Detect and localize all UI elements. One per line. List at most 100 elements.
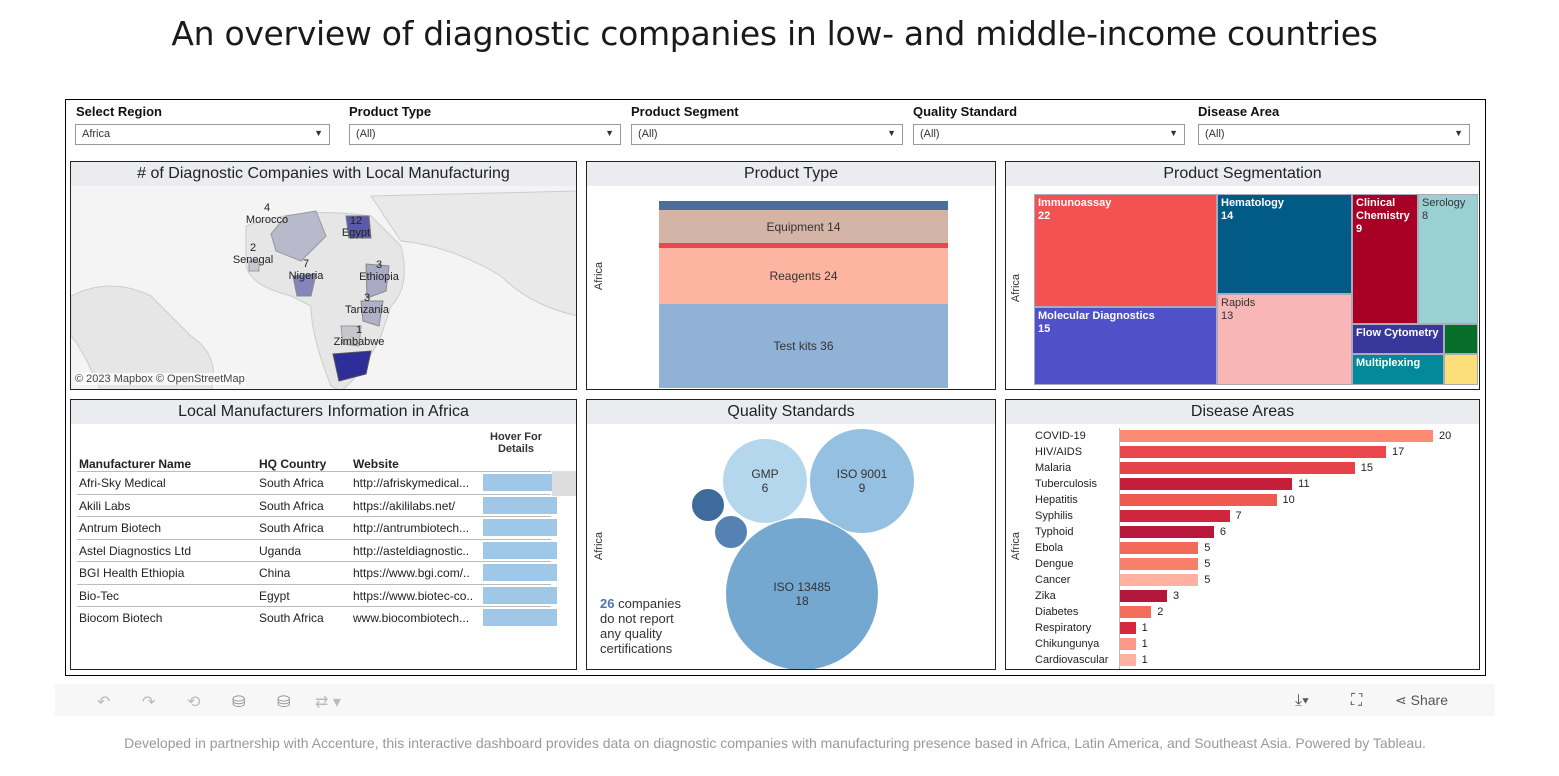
treemap-cell[interactable]: Multiplexing <box>1352 354 1444 385</box>
treemap-cell[interactable]: Serology 8 <box>1418 194 1478 324</box>
product-type-stacked-bar[interactable]: Equipment 14 Reagents 24 Test kits 36 <box>659 201 948 389</box>
cell-website[interactable]: https://www.bgi.com/.. <box>353 566 470 580</box>
disease-bar[interactable] <box>1120 462 1355 474</box>
treemap-cell[interactable]: Immunoassay 22 <box>1034 194 1217 307</box>
hover-details-bar[interactable] <box>483 519 557 536</box>
cell-website[interactable]: http://afriskymedical... <box>353 476 470 490</box>
bubble[interactable]: GMP 6 <box>722 438 808 524</box>
quality-bubble-chart[interactable]: GMP 6 ISO 9001 9 ISO 13485 18 <box>587 400 995 669</box>
refresh-data-icon[interactable]: ⛁ <box>232 694 246 711</box>
table-row[interactable]: Antrum Biotech South Africa http://antrumb… <box>77 516 557 539</box>
disease-label[interactable]: COVID-19 <box>1035 430 1086 442</box>
disease-bar[interactable] <box>1120 654 1136 666</box>
col-header-country[interactable]: HQ Country <box>259 457 327 471</box>
bubble[interactable] <box>691 488 725 522</box>
treemap-cell[interactable]: Clinical Chemistry 9 <box>1352 194 1418 324</box>
hover-details-bar[interactable] <box>483 564 557 581</box>
africa-map[interactable] <box>71 186 577 390</box>
map-panel: # of Diagnostic Companies with Local Man… <box>70 161 577 390</box>
table-row[interactable]: Bio-Tec Egypt https://www.biotec-co.. <box>77 583 557 607</box>
disease-bar[interactable] <box>1120 622 1136 634</box>
share-button[interactable]: ⋖ Share <box>1395 692 1448 708</box>
table-row[interactable]: Afri-Sky Medical South Africa http://afris… <box>77 471 557 494</box>
hover-details-bar[interactable] <box>483 541 557 559</box>
bubble[interactable] <box>714 515 748 549</box>
redo-icon[interactable]: ↷ <box>142 694 156 711</box>
disease-bar[interactable] <box>1120 590 1167 602</box>
disease-label[interactable]: Syphilis <box>1035 510 1073 522</box>
disease-bar[interactable] <box>1120 526 1214 538</box>
disease-bar[interactable] <box>1120 478 1293 490</box>
quality-standard-select[interactable]: (All) ▼ <box>913 124 1185 145</box>
treemap-cell[interactable]: Rapids 13 <box>1217 294 1352 385</box>
cell-website[interactable]: www.biocombiotech... <box>353 611 470 625</box>
treemap-cell[interactable] <box>1444 324 1478 354</box>
table-row[interactable]: Biocom Biotech South Africa www.biocombiot… <box>77 606 557 629</box>
disease-bar[interactable] <box>1120 542 1199 554</box>
product-segment-select[interactable]: (All) ▼ <box>631 124 903 145</box>
treemap-cell[interactable]: Molecular Diagnostics 15 <box>1034 307 1217 385</box>
filter-label-product-segment: Product Segment <box>631 104 739 119</box>
undo-icon[interactable]: ↶ <box>97 694 111 711</box>
disease-label[interactable]: Malaria <box>1035 462 1072 474</box>
disease-label[interactable]: Chikungunya <box>1035 638 1100 650</box>
bar-segment[interactable]: Reagents 24 <box>659 247 948 304</box>
product-segmentation-treemap[interactable]: Immunoassay 22 Molecular Diagnostics 15 Hema… <box>1006 162 1479 389</box>
product-type-select[interactable]: (All) ▼ <box>349 124 621 145</box>
disease-bar[interactable] <box>1120 494 1277 506</box>
scrollbar[interactable] <box>552 471 576 496</box>
disease-label[interactable]: Cancer <box>1035 574 1071 586</box>
disease-label[interactable]: Dengue <box>1035 558 1074 570</box>
cell-website[interactable]: https://www.biotec-co.. <box>353 588 474 603</box>
col-header-website[interactable]: Website <box>353 457 399 471</box>
disease-bar[interactable] <box>1120 638 1136 650</box>
disease-bar[interactable] <box>1120 558 1199 570</box>
hover-details-bar[interactable] <box>483 474 557 491</box>
treemap-label: Flow Cytometry <box>1356 327 1439 339</box>
pause-data-icon[interactable]: ⛁ <box>277 694 291 711</box>
revert-icon[interactable]: ⟲ <box>187 694 201 711</box>
disease-label[interactable]: Hepatitis <box>1035 494 1078 506</box>
disease-label[interactable]: HIV/AIDS <box>1035 446 1083 458</box>
hover-details-bar[interactable] <box>483 586 557 604</box>
disease-label[interactable]: Respiratory <box>1035 622 1092 634</box>
treemap-label: Hematology <box>1221 197 1284 209</box>
disease-label[interactable]: Diabetes <box>1035 606 1079 618</box>
table-row[interactable]: Akili Labs South Africa https://akililabs.… <box>77 493 557 517</box>
bar-segment[interactable] <box>659 201 948 211</box>
hover-details-bar[interactable] <box>483 496 557 514</box>
bar-segment[interactable] <box>659 243 948 248</box>
download-icon[interactable]: ⤓▾ <box>1295 692 1309 709</box>
map-attribution[interactable]: © 2023 Mapbox © OpenStreetMap <box>75 373 245 385</box>
region-select[interactable]: Africa ▼ <box>75 124 330 145</box>
bar-segment[interactable]: Test kits 36 <box>659 303 948 389</box>
table-row[interactable]: Astel Diagnostics Ltd Uganda http://asteld… <box>77 538 557 562</box>
col-header-name[interactable]: Manufacturer Name <box>79 457 192 471</box>
treemap-cell[interactable]: Hematology 14 <box>1217 194 1352 294</box>
disease-label[interactable]: Tuberculosis <box>1035 478 1097 490</box>
disease-bar[interactable] <box>1120 606 1152 618</box>
cell-website[interactable]: http://antrumbiotech... <box>353 521 470 535</box>
disease-area-select[interactable]: (All) ▼ <box>1198 124 1470 145</box>
hover-details-bar[interactable] <box>483 609 557 626</box>
product-type-panel: Product Type Africa Equipment 14 Reagents… <box>586 161 996 390</box>
cell-country: South Africa <box>259 476 324 490</box>
disease-label[interactable]: Ebola <box>1035 542 1064 554</box>
treemap-cell[interactable] <box>1444 354 1478 385</box>
disease-label[interactable]: Cardiovascular <box>1035 654 1109 666</box>
bubble[interactable]: ISO 13485 18 <box>725 517 879 669</box>
treemap-cell[interactable]: Flow Cytometry <box>1352 324 1444 354</box>
fullscreen-icon[interactable]: ⛶ <box>1351 692 1363 709</box>
alerts-icon[interactable]: ⇄ ▾ <box>315 694 341 711</box>
disease-label[interactable]: Zika <box>1035 590 1056 602</box>
disease-label[interactable]: Typhoid <box>1035 526 1074 538</box>
disease-bar[interactable] <box>1120 446 1387 458</box>
table-row[interactable]: BGI Health Ethiopia China https://www.bgi.… <box>77 561 557 584</box>
bubble[interactable]: ISO 9001 9 <box>809 428 915 534</box>
cell-website[interactable]: https://akililabs.net/ <box>353 498 456 513</box>
disease-bar[interactable] <box>1120 430 1433 442</box>
disease-bar[interactable] <box>1120 574 1199 586</box>
cell-website[interactable]: http://asteldiagnostic.. <box>353 543 470 558</box>
bar-segment[interactable]: Equipment 14 <box>659 210 948 244</box>
disease-bar[interactable] <box>1120 510 1230 522</box>
